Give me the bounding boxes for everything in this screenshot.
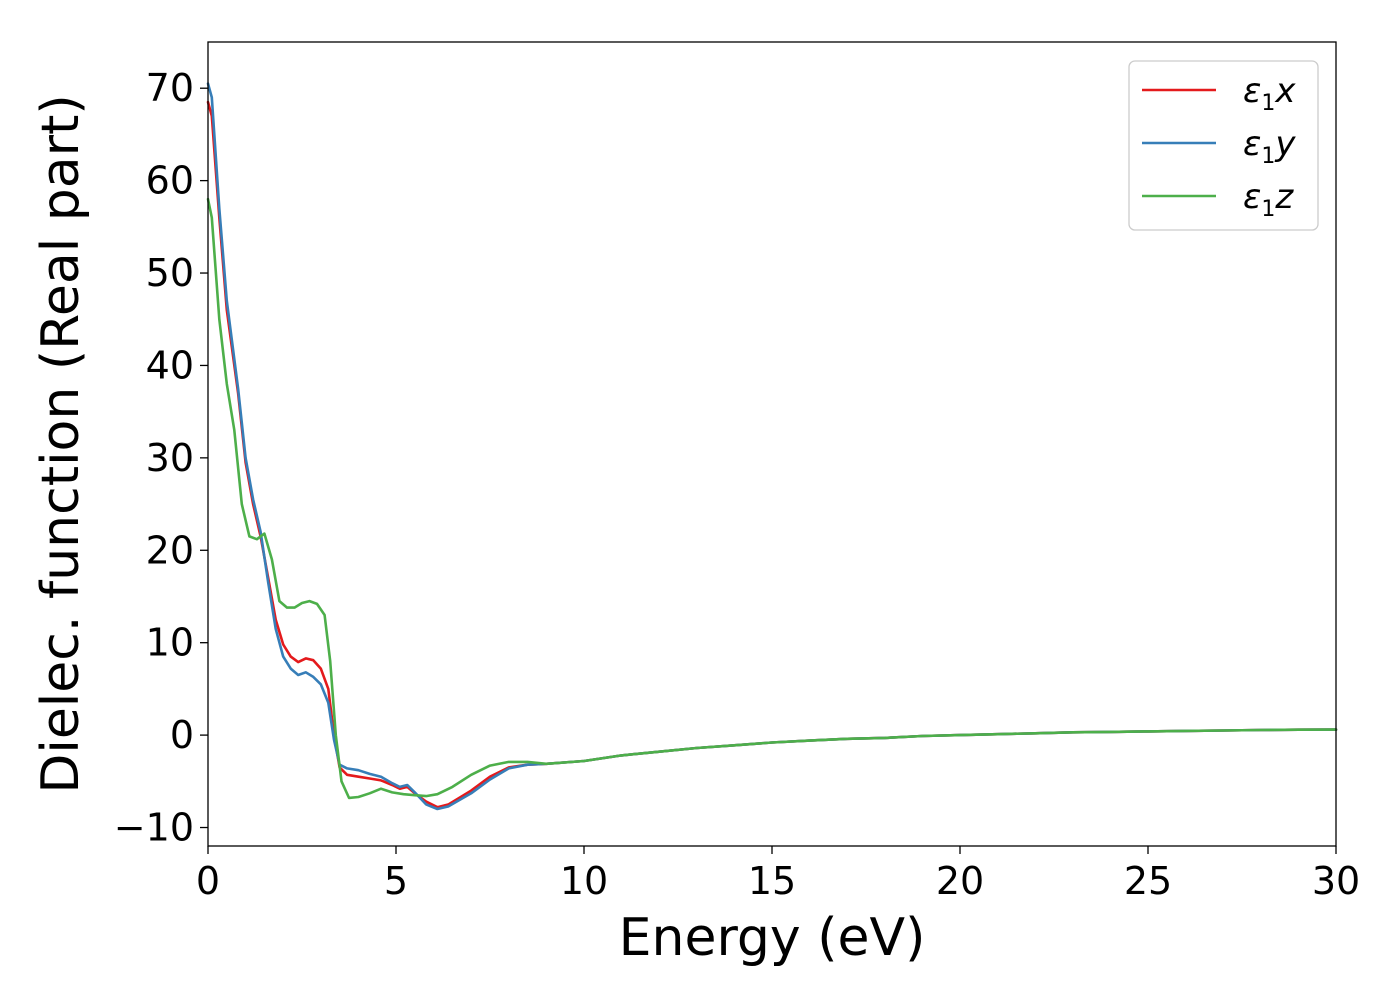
y-tick-label: 40	[146, 343, 194, 387]
x-axis-ticks: 0 5 10 15 20 25 30	[196, 846, 1360, 903]
y-tick-label: 50	[146, 251, 194, 295]
y-tick-label: −10	[114, 806, 194, 850]
x-tick-label: 15	[748, 859, 796, 903]
y-axis-label: Dielec. function (Real part)	[31, 94, 91, 793]
y-tick-label: 30	[146, 436, 194, 480]
x-tick-label: 10	[560, 859, 608, 903]
y-axis-ticks: −10 0 10 20 30 40 50 60 70	[114, 66, 208, 850]
legend-label-z: ε1z	[1243, 177, 1294, 222]
legend: ε1x ε1y ε1z	[1128, 60, 1319, 231]
x-tick-label: 5	[384, 859, 408, 903]
x-tick-label: 20	[936, 859, 984, 903]
x-axis-label: Energy (eV)	[619, 908, 926, 968]
legend-label-y: ε1y	[1243, 124, 1296, 169]
legend-label-x: ε1x	[1243, 71, 1296, 116]
x-tick-label: 0	[196, 859, 220, 903]
y-tick-label: 20	[146, 528, 194, 572]
series-layer	[206, 82, 1338, 811]
y-tick-label: 0	[170, 713, 194, 757]
series-line-z	[206, 197, 1338, 800]
y-tick-label: 60	[146, 159, 194, 203]
y-tick-label: 70	[146, 66, 194, 110]
y-tick-label: 10	[146, 621, 194, 665]
x-tick-label: 30	[1312, 859, 1360, 903]
x-tick-label: 25	[1124, 859, 1172, 903]
legend-box	[1128, 60, 1319, 231]
